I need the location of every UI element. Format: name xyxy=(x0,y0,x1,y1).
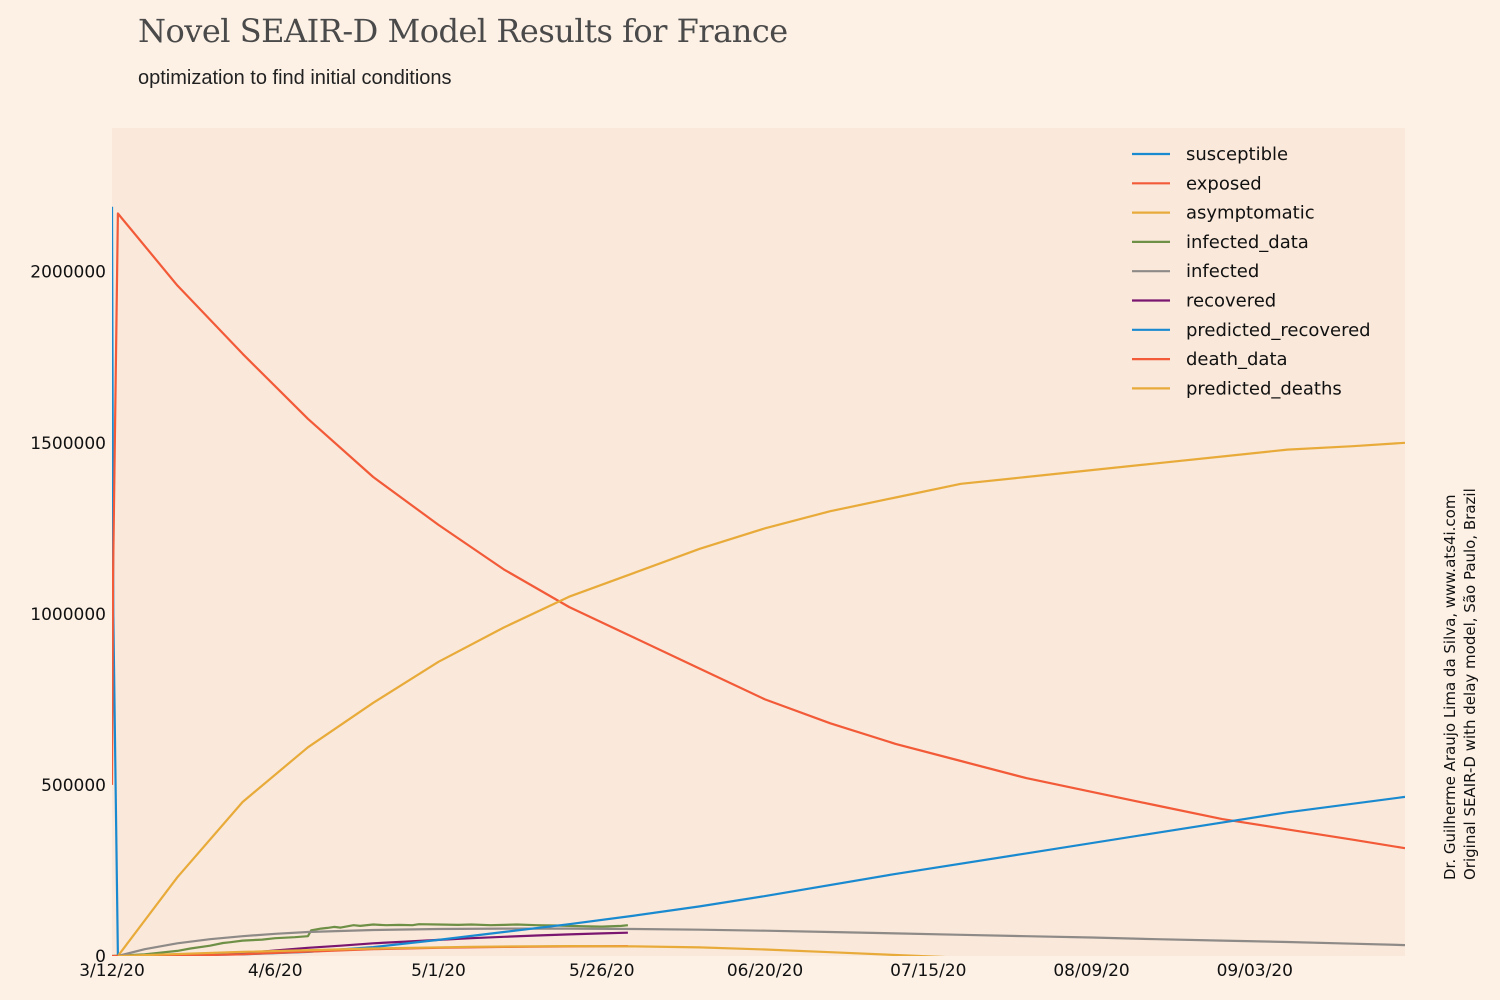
series-line-predicted-deaths xyxy=(117,944,947,956)
legend-label: asymptomatic xyxy=(1186,203,1315,224)
x-tick-label: 3/12/20 xyxy=(79,961,145,981)
series-line-infected xyxy=(117,927,1405,956)
x-tick-label: 5/1/20 xyxy=(411,961,466,981)
y-tick-label: 1000000 xyxy=(30,605,106,625)
x-tick-label: 06/20/20 xyxy=(727,961,803,981)
credit-text: Dr. Guilherme Araujo Lima da Silva, www.… xyxy=(1440,488,1480,880)
x-tick-label: 4/6/20 xyxy=(248,961,303,981)
x-tick-label: 5/26/20 xyxy=(569,961,635,981)
credit-line-1: Dr. Guilherme Araujo Lima da Silva, www.… xyxy=(1441,494,1459,880)
legend-label: exposed xyxy=(1186,173,1262,194)
credit-line-2: Original SEAIR-D with delay model, São P… xyxy=(1461,488,1479,880)
legend: susceptible exposed asymptomatic infected_d… xyxy=(1132,144,1371,399)
legend-label: infected xyxy=(1186,261,1259,282)
legend-label: susceptible xyxy=(1186,144,1288,165)
legend-label: predicted_recovered xyxy=(1186,320,1371,341)
legend-label: predicted_deaths xyxy=(1186,378,1342,399)
y-tick-label: 500000 xyxy=(41,776,106,796)
chart-title: Novel SEAIR-D Model Results for France xyxy=(138,12,788,50)
plot-area xyxy=(112,128,1405,956)
series-line-asymptomatic xyxy=(117,441,1405,956)
x-tick-label: 08/09/20 xyxy=(1053,961,1129,981)
series-line-infected-data xyxy=(112,923,629,956)
y-tick-label: 0 xyxy=(95,947,106,967)
y-tick-label: 1500000 xyxy=(30,434,106,454)
y-tick-label: 2000000 xyxy=(30,263,106,283)
series-line-exposed xyxy=(112,212,1405,850)
legend-label: recovered xyxy=(1186,291,1276,312)
chart-subtitle: optimization to find initial conditions xyxy=(138,67,452,89)
x-tick-label: 07/15/20 xyxy=(890,961,966,981)
x-tick-label: 09/03/20 xyxy=(1217,961,1293,981)
legend-label: death_data xyxy=(1186,349,1288,370)
legend-label: infected_data xyxy=(1186,232,1309,253)
